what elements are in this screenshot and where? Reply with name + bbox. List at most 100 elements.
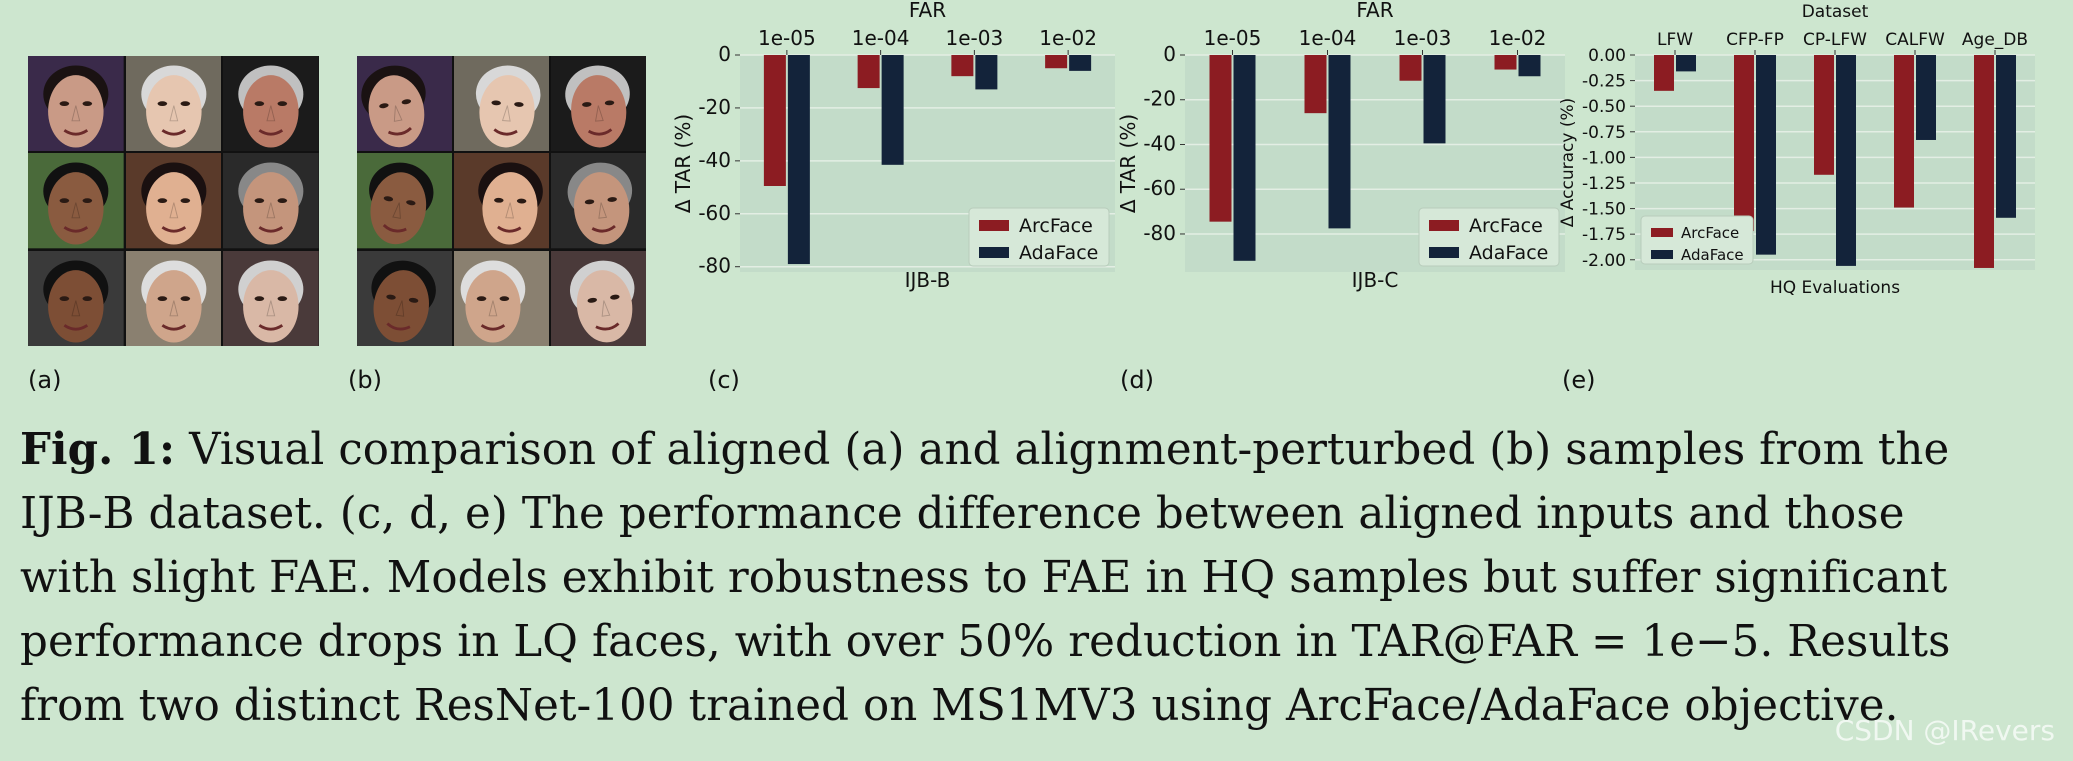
face-photo xyxy=(551,56,646,152)
legend: ArcFace AdaFace xyxy=(1418,207,1560,267)
category-label: 1e-02 xyxy=(1489,26,1547,50)
face-photo xyxy=(223,153,319,249)
legend-label: AdaFace xyxy=(1469,242,1548,264)
category-label: 1e-05 xyxy=(758,26,816,50)
bar-adaface xyxy=(1836,55,1856,266)
bar-arcface xyxy=(1894,55,1914,208)
y-tick-label: -40 xyxy=(1143,131,1176,155)
face-photo xyxy=(223,56,319,152)
legend-swatch xyxy=(1651,228,1673,237)
chart-ijb-c: 0 -20 -40 -60 -80 1e-05 1e-04 1e-03 1e-02 FAR IJB-… xyxy=(1116,0,1565,292)
bar-adaface xyxy=(1518,55,1541,77)
bar-adaface xyxy=(1233,55,1256,261)
bar-arcface xyxy=(1494,55,1517,70)
y-tick-label: -80 xyxy=(698,254,731,278)
bar-adaface xyxy=(787,55,810,265)
panel-label-c: (c) xyxy=(708,366,740,394)
legend-label: AdaFace xyxy=(1019,242,1098,264)
caption-line-5: from two distinct ResNet-100 trained on … xyxy=(20,681,1899,731)
y-tick-label: 0 xyxy=(718,42,731,66)
y-tick-label: 0 xyxy=(1163,42,1176,66)
caption-line-1: Fig. 1: Visual comparison of aligned (a)… xyxy=(20,424,1950,475)
x-axis-label: IJB-B xyxy=(905,268,951,292)
legend-label: ArcFace xyxy=(1681,224,1739,242)
bar-adaface xyxy=(1676,55,1696,72)
category-label: 1e-02 xyxy=(1039,26,1097,50)
panel-label-e: (e) xyxy=(1562,366,1596,394)
y-tick-label: -60 xyxy=(1143,176,1176,200)
category-label: LFW xyxy=(1657,30,1693,50)
bar-adaface xyxy=(1423,55,1446,144)
face-photo xyxy=(125,153,222,249)
face-photo xyxy=(28,56,124,152)
watermark: CSDN @IRevers xyxy=(1834,714,2055,747)
y-tick-label: -60 xyxy=(698,201,731,225)
bar-adaface xyxy=(881,55,904,165)
chart-title: FAR xyxy=(1356,0,1393,22)
category-label: 1e-04 xyxy=(1299,26,1357,50)
bar-adaface xyxy=(1328,55,1351,229)
category-label: Age_DB xyxy=(1962,30,2028,50)
face-photo xyxy=(28,153,124,249)
category-label: CALFW xyxy=(1885,30,1945,50)
chart-ijb-b: 0 -20 -40 -60 -80 1e-05 1e-04 1e-03 1e-02 FAR IJB-… xyxy=(671,0,1115,292)
bar-adaface xyxy=(1996,55,2016,218)
y-tick-label: -0.75 xyxy=(1582,123,1626,143)
bar-adaface xyxy=(975,55,998,90)
chart-title: Dataset xyxy=(1802,2,1869,22)
y-tick-label: -0.25 xyxy=(1582,72,1626,92)
bar-arcface xyxy=(951,55,974,77)
legend-swatch xyxy=(1429,220,1459,231)
y-tick-label: 0.00 xyxy=(1588,46,1626,66)
bar-adaface xyxy=(1756,55,1776,255)
bar-arcface xyxy=(1734,55,1754,232)
y-tick-label: -2.00 xyxy=(1582,251,1626,271)
aligned-faces-grid xyxy=(28,56,319,346)
caption-line-4: performance drops in LQ faces, with over… xyxy=(20,617,1951,667)
face-photo xyxy=(28,250,124,346)
y-axis-label: Δ Accuracy (%) xyxy=(1558,98,1578,227)
legend-swatch xyxy=(979,220,1009,231)
y-tick-label: -20 xyxy=(698,95,731,119)
legend-swatch xyxy=(1429,247,1459,258)
y-tick-label: -40 xyxy=(698,148,731,172)
face-photo xyxy=(454,250,549,346)
panel-label-b: (b) xyxy=(348,366,382,394)
y-tick-label: -0.50 xyxy=(1582,97,1626,117)
face-photo xyxy=(125,56,222,152)
y-tick-label: -20 xyxy=(1143,87,1176,111)
perturbed-faces-grid xyxy=(357,56,646,346)
y-tick-label: -1.25 xyxy=(1582,174,1626,194)
category-label: 1e-03 xyxy=(1394,26,1452,50)
y-axis-label: Δ TAR (%) xyxy=(671,114,695,213)
category-label: 1e-04 xyxy=(852,26,910,50)
caption-line-3: with slight FAE. Models exhibit robustne… xyxy=(20,553,1948,603)
category-label: 1e-05 xyxy=(1204,26,1262,50)
category-label: CFP-FP xyxy=(1726,30,1784,50)
category-label: CP-LFW xyxy=(1803,30,1867,50)
x-axis-label: IJB-C xyxy=(1352,268,1399,292)
bar-arcface xyxy=(763,55,786,186)
face-photo xyxy=(125,250,222,346)
face-photo xyxy=(454,56,549,152)
category-label: 1e-03 xyxy=(946,26,1004,50)
legend-label: AdaFace xyxy=(1681,246,1744,264)
face-photo xyxy=(223,250,319,346)
legend-label: ArcFace xyxy=(1469,215,1543,237)
bar-arcface xyxy=(1654,55,1674,91)
face-photo xyxy=(357,153,452,249)
face-photo xyxy=(357,250,452,346)
y-tick-label: -1.50 xyxy=(1582,200,1626,220)
face-photo xyxy=(551,250,646,346)
figure-label: Fig. 1: xyxy=(20,424,176,475)
bar-arcface xyxy=(1304,55,1327,114)
bar-arcface xyxy=(1974,55,1994,268)
bar-arcface xyxy=(1399,55,1422,81)
y-axis-label: Δ TAR (%) xyxy=(1116,114,1140,213)
panel-label-d: (d) xyxy=(1120,366,1154,394)
y-tick-label: -80 xyxy=(1143,221,1176,245)
bar-arcface xyxy=(1045,55,1068,69)
y-tick-label: -1.00 xyxy=(1582,148,1626,168)
face-photo xyxy=(454,153,549,249)
y-tick-label: -1.75 xyxy=(1582,225,1626,245)
